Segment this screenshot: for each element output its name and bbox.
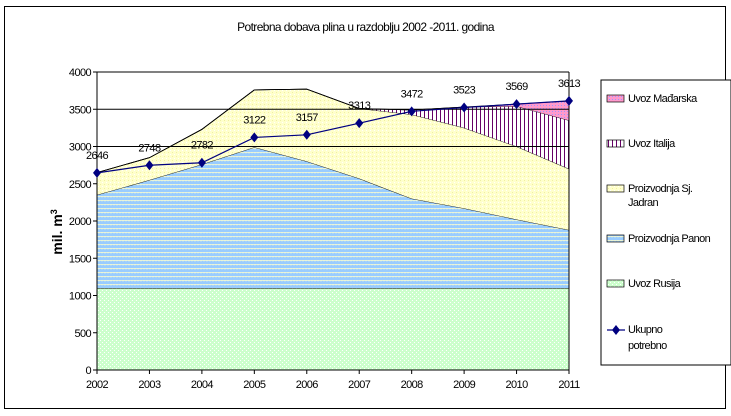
- data-label: 2646: [86, 150, 109, 162]
- data-label: 3122: [243, 114, 266, 126]
- total-point: [250, 132, 259, 143]
- total-point: [355, 118, 364, 129]
- data-label: 3472: [401, 88, 424, 100]
- data-label: 3523: [453, 85, 476, 97]
- area-proizvodnja-panon: [97, 147, 569, 289]
- y-axis-label: mil. m3: [49, 209, 65, 254]
- legend-box: [600, 79, 731, 366]
- y-tick-label: 0: [85, 365, 91, 377]
- total-point: [460, 102, 469, 113]
- data-label: 3157: [296, 112, 319, 124]
- legend-label: Proizvodnja Panon: [628, 233, 711, 245]
- x-tick-label: 2002: [86, 379, 109, 391]
- legend-label: Ukupno potrebno: [628, 324, 667, 352]
- y-tick-label: 3500: [69, 104, 92, 116]
- area-uvoz-italija: [97, 89, 569, 173]
- total-point: [512, 99, 521, 110]
- data-label: 3569: [506, 81, 529, 93]
- legend-label: Uvoz Italija: [628, 138, 676, 150]
- legend-label: Proizvodnja Sj. Jadran: [628, 183, 693, 209]
- y-tick-label: 500: [74, 328, 91, 340]
- x-tick-label: 2003: [138, 379, 161, 391]
- legend-swatch: [606, 279, 625, 288]
- total-line: [96, 100, 570, 174]
- total-point: [145, 160, 154, 171]
- x-tick-label: 2009: [453, 379, 476, 391]
- y-tick-label: 2500: [69, 179, 92, 191]
- area-proizvodnja-sj-jadran: [97, 89, 569, 230]
- legend-label: Uvoz Mađarska: [628, 93, 698, 105]
- data-label: 3613: [558, 78, 581, 90]
- data-label: 2782: [191, 140, 214, 152]
- y-tick-label: 1000: [69, 291, 92, 303]
- legend-swatch: [606, 184, 625, 193]
- y-tick-label: 4000: [69, 67, 92, 79]
- total-point: [93, 167, 101, 178]
- x-tick-label: 2005: [243, 379, 266, 391]
- area-uvoz-rusija: [97, 288, 569, 370]
- x-tick-label: 2007: [348, 379, 371, 391]
- total-point: [407, 106, 416, 117]
- data-label: 3313: [348, 100, 371, 112]
- legend-label: Uvoz Rusija: [628, 278, 682, 290]
- x-tick-label: 2011: [558, 379, 580, 391]
- y-tick-label: 3000: [69, 142, 92, 154]
- total-point: [565, 95, 573, 106]
- y-tick-label: 1500: [69, 253, 92, 265]
- x-tick-label: 2006: [296, 379, 319, 391]
- x-tick-label: 2010: [506, 379, 529, 391]
- legend-swatch: [606, 234, 625, 243]
- chart-title: Potrebna dobava plina u razdoblju 2002 -…: [237, 20, 494, 34]
- total-point: [197, 157, 206, 168]
- legend-swatch: [606, 139, 625, 148]
- total-point: [302, 129, 311, 140]
- legend-swatch: [606, 94, 625, 103]
- x-tick-label: 2004: [191, 379, 214, 391]
- y-tick-label: 2000: [69, 216, 92, 228]
- data-label: 2748: [138, 142, 161, 154]
- legend-marker: [612, 325, 620, 335]
- x-tick-label: 2008: [401, 379, 424, 391]
